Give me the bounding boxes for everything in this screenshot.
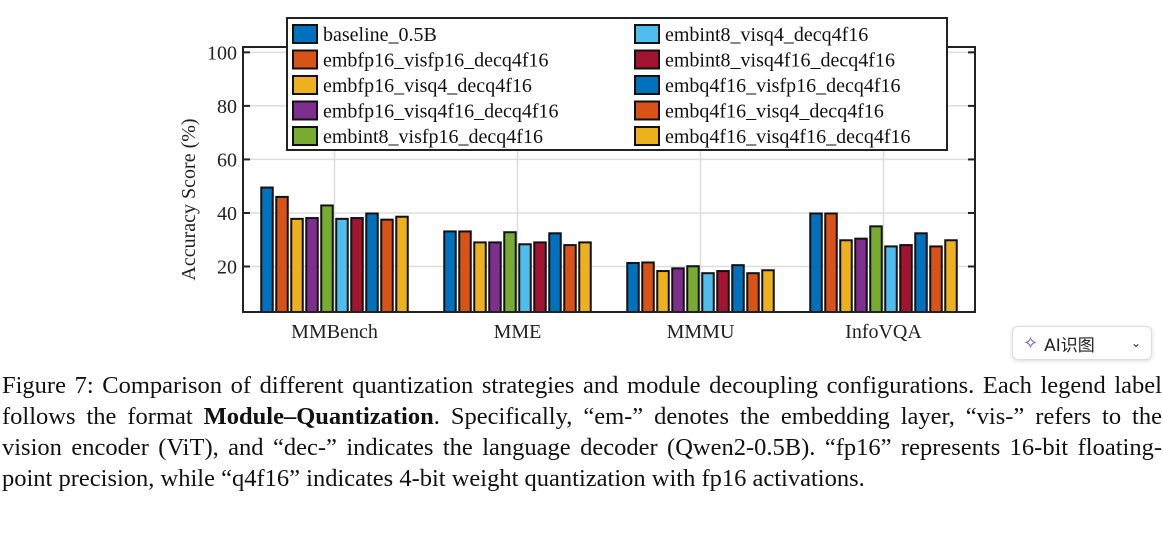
bar-MMBench-2 <box>290 217 304 313</box>
bar-InfoVQA-7 <box>914 232 928 313</box>
bar-MME-5 <box>518 243 532 313</box>
x-tick-label: MMMU <box>667 321 735 343</box>
bar-MMBench-1 <box>275 195 289 313</box>
caption-text: Figure 7: Comparison of different quanti… <box>2 372 1162 430</box>
bar-MMMU-6 <box>716 270 730 313</box>
bar-InfoVQA-2 <box>839 239 853 313</box>
y-tick-label: 20 <box>217 256 237 278</box>
bar-MMBench-9 <box>395 215 409 314</box>
bar-MME-4 <box>503 231 517 314</box>
bar-MME-3 <box>488 241 502 313</box>
legend-label: embint8_visfp16_decq4f16 <box>323 126 543 148</box>
bar-MMMU-3 <box>671 267 685 313</box>
legend-swatch <box>634 75 660 95</box>
legend-label: embq4f16_visq4_decq4f16 <box>665 101 884 123</box>
legend-label: baseline_0.5B <box>323 24 437 46</box>
bar-MME-6 <box>533 241 547 313</box>
legend-swatch <box>292 126 318 146</box>
legend-swatch <box>634 49 660 70</box>
bar-MMMU-4 <box>686 265 700 313</box>
bar-MME-0 <box>443 230 457 313</box>
bar-InfoVQA-8 <box>929 245 943 313</box>
legend-label: embq4f16_visfp16_decq4f16 <box>665 75 901 97</box>
legend-swatch <box>292 24 318 44</box>
legend-box <box>286 17 948 151</box>
x-tick-label: InfoVQA <box>845 321 922 343</box>
bar-InfoVQA-6 <box>899 244 913 313</box>
bar-MMBench-5 <box>335 217 349 313</box>
legend-label: embfp16_visq4_decq4f16 <box>323 75 532 97</box>
bar-MMMU-2 <box>656 270 670 313</box>
bar-MME-8 <box>563 244 577 313</box>
figure-caption: Figure 7: Comparison of different quanti… <box>2 370 1162 494</box>
sparkle-icon: ✧ <box>1023 332 1039 354</box>
bar-InfoVQA-3 <box>854 237 868 314</box>
bar-InfoVQA-9 <box>944 239 958 313</box>
bar-MMMU-1 <box>641 261 655 313</box>
y-tick-label: 100 <box>207 42 237 64</box>
bar-MMBench-7 <box>365 212 379 313</box>
y-tick-label: 80 <box>217 96 237 118</box>
bar-MMBench-4 <box>320 204 334 313</box>
bar-InfoVQA-1 <box>824 212 838 313</box>
bar-MMMU-0 <box>626 262 640 313</box>
bar-chart: 20 40 60 80 100 MMBench MME MMMU InfoVQA Accuracy… <box>178 17 976 343</box>
bar-InfoVQA-4 <box>869 225 883 313</box>
x-tick-label: MME <box>494 321 542 343</box>
legend-swatch <box>634 100 660 121</box>
ai-recognize-button[interactable]: ✧ AI识图 ⌄ <box>1012 326 1152 360</box>
y-tick-label: 60 <box>217 149 237 171</box>
chevron-down-icon: ⌄ <box>1130 336 1141 350</box>
bar-MMBench-0 <box>260 186 274 313</box>
bar-MME-7 <box>548 232 562 313</box>
caption-bold: Module–Quantization <box>203 403 434 430</box>
legend-label: embq4f16_visq4f16_decq4f16 <box>665 126 911 148</box>
bar-InfoVQA-5 <box>884 245 898 313</box>
caption-text-end: . Specifically, “em-” denotes the embedd… <box>2 403 1162 492</box>
legend-label: embint8_visq4_decq4f16 <box>665 24 868 46</box>
ai-button-label: AI识图 <box>1044 335 1095 356</box>
legend-swatch <box>634 126 660 146</box>
bar-MMMU-5 <box>701 272 715 313</box>
bar-MMBench-8 <box>380 218 394 314</box>
legend-label: embfp16_visq4f16_decq4f16 <box>323 101 559 123</box>
bar-MMMU-7 <box>731 264 745 313</box>
bar-MMBench-6 <box>350 217 364 313</box>
bar-MMMU-9 <box>761 269 775 314</box>
legend-label: embfp16_visfp16_decq4f16 <box>323 50 549 72</box>
bar-MMBench-3 <box>305 217 319 313</box>
y-axis-label: Accuracy Score (%) <box>178 118 200 280</box>
bar-MME-2 <box>473 241 487 313</box>
legend-label: embint8_visq4f16_decq4f16 <box>665 50 895 72</box>
bar-MME-9 <box>578 241 592 313</box>
bar-InfoVQA-0 <box>809 212 823 313</box>
legend-swatch <box>634 24 660 44</box>
y-tick-label: 40 <box>217 203 237 225</box>
bar-MMMU-8 <box>746 272 760 313</box>
x-tick-label: MMBench <box>291 321 378 343</box>
bar-MME-1 <box>458 230 472 313</box>
legend-swatch <box>292 100 318 121</box>
legend-swatch <box>292 49 318 70</box>
legend-swatch <box>292 75 318 95</box>
